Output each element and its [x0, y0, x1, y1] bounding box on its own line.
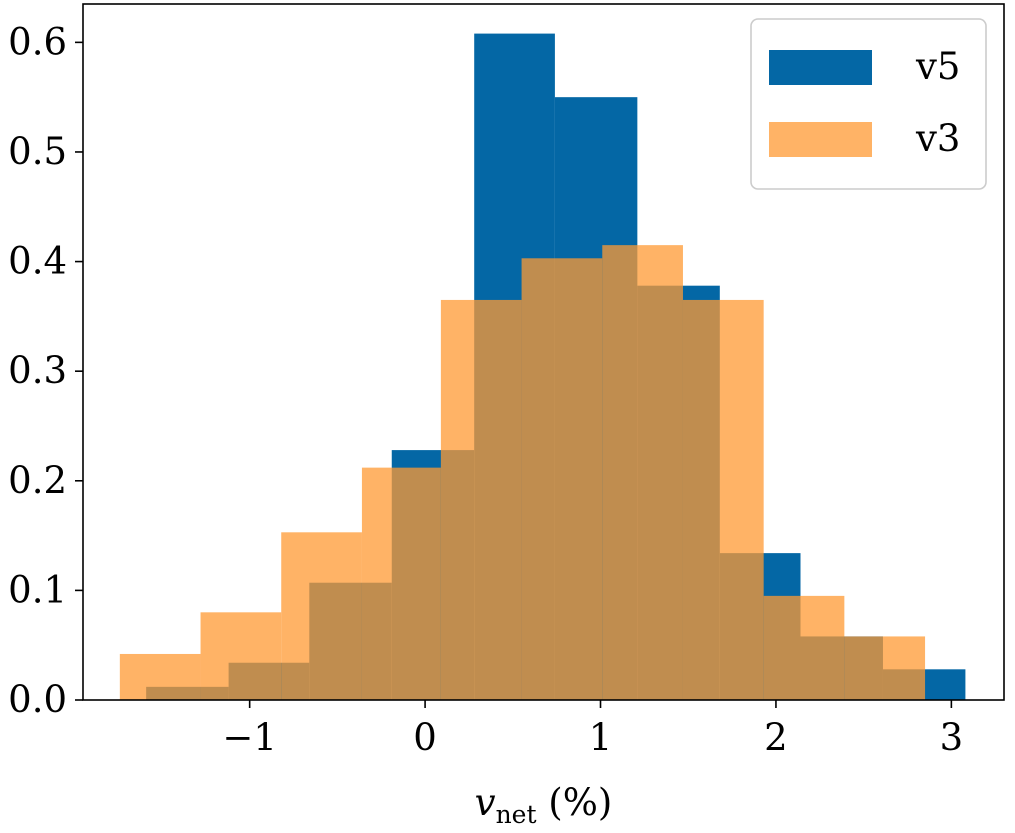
y-tick-label: 0.6 — [8, 20, 67, 63]
legend-label-v3: v3 — [915, 117, 960, 160]
x-tick-label: 1 — [589, 716, 613, 759]
y-tick-label: 0.1 — [8, 568, 67, 611]
bar-v3-0 — [119, 653, 201, 700]
x-axis-label-rest: (%) — [537, 781, 613, 824]
bar-v3-2 — [281, 532, 362, 700]
bar-v3-9 — [844, 636, 926, 700]
bar-v3-7 — [682, 299, 764, 700]
x-tick-label: 0 — [413, 716, 437, 759]
bar-v3-4 — [440, 299, 522, 700]
bar-v3-5 — [521, 258, 603, 700]
y-axis-ticks: 0.0 0.1 0.2 0.3 0.4 0.5 0.6 — [8, 20, 83, 721]
x-tick-label: −1 — [222, 716, 277, 759]
legend-label-v5: v5 — [915, 45, 960, 88]
y-tick-label: 0.0 — [8, 678, 67, 721]
y-tick-label: 0.3 — [8, 349, 67, 392]
plot-frame — [82, 3, 1005, 701]
legend-swatch-v5 — [769, 50, 872, 85]
bar-v3-8 — [763, 595, 845, 700]
series-v3 — [119, 245, 926, 701]
bars-layer — [119, 33, 966, 701]
x-tick-label: 3 — [940, 716, 964, 759]
x-axis-label-sub: net — [496, 800, 537, 829]
legend-swatch-v3 — [769, 122, 872, 157]
x-axis-label-main: v — [475, 781, 496, 824]
bar-v3-1 — [200, 612, 282, 700]
legend: v5 v3 — [750, 18, 987, 190]
x-axis-ticks: −1 0 1 2 3 — [222, 700, 963, 759]
y-tick-label: 0.4 — [8, 240, 67, 283]
y-tick-label: 0.2 — [8, 459, 67, 502]
x-axis-label: vnet (%) — [475, 781, 613, 829]
bar-v3-6 — [602, 245, 683, 701]
bar-v3-3 — [361, 467, 441, 700]
y-tick-label: 0.5 — [8, 130, 67, 173]
x-tick-label: 2 — [764, 716, 788, 759]
